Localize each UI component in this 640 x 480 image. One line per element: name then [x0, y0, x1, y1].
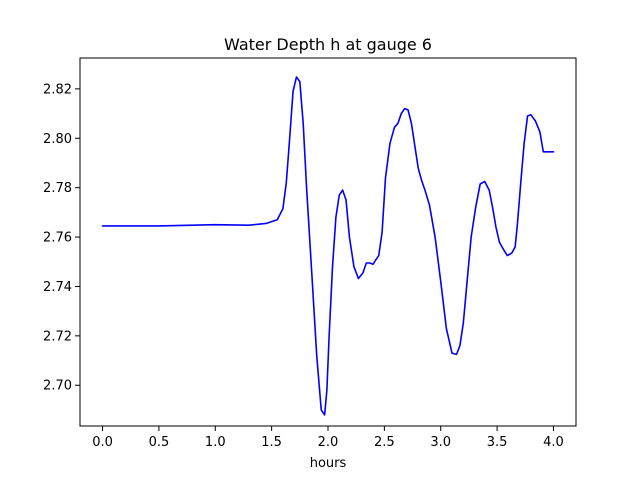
- y-tick-label: 2.74: [43, 280, 72, 295]
- x-tick-label: 0.5: [149, 435, 170, 450]
- series-line-water-depth: [101, 76, 555, 416]
- y-axis: 2.70 2.72 2.74 2.76 2.78 2.80 2.82: [43, 82, 80, 394]
- x-axis: 0.0 0.5 1.0 1.5 2.0 2.5 3.0 3.5 4.0: [92, 426, 564, 450]
- x-tick-label: 2.5: [374, 435, 395, 450]
- x-tick-label: 2.0: [318, 435, 339, 450]
- x-tick-label: 1.5: [261, 435, 282, 450]
- y-tick-label: 2.72: [43, 329, 72, 344]
- x-tick-label: 3.0: [430, 435, 451, 450]
- y-tick-label: 2.80: [43, 132, 72, 147]
- y-tick-label: 2.70: [43, 379, 72, 394]
- y-tick-label: 2.78: [43, 181, 72, 196]
- x-tick-label: 0.0: [92, 435, 113, 450]
- y-tick-label: 2.82: [43, 82, 72, 97]
- y-tick-label: 2.76: [43, 231, 72, 246]
- chart-title: Water Depth h at gauge 6: [224, 35, 432, 54]
- x-tick-label: 3.5: [487, 435, 508, 450]
- x-axis-label: hours: [310, 456, 347, 471]
- x-tick-label: 4.0: [543, 435, 564, 450]
- x-tick-label: 1.0: [205, 435, 226, 450]
